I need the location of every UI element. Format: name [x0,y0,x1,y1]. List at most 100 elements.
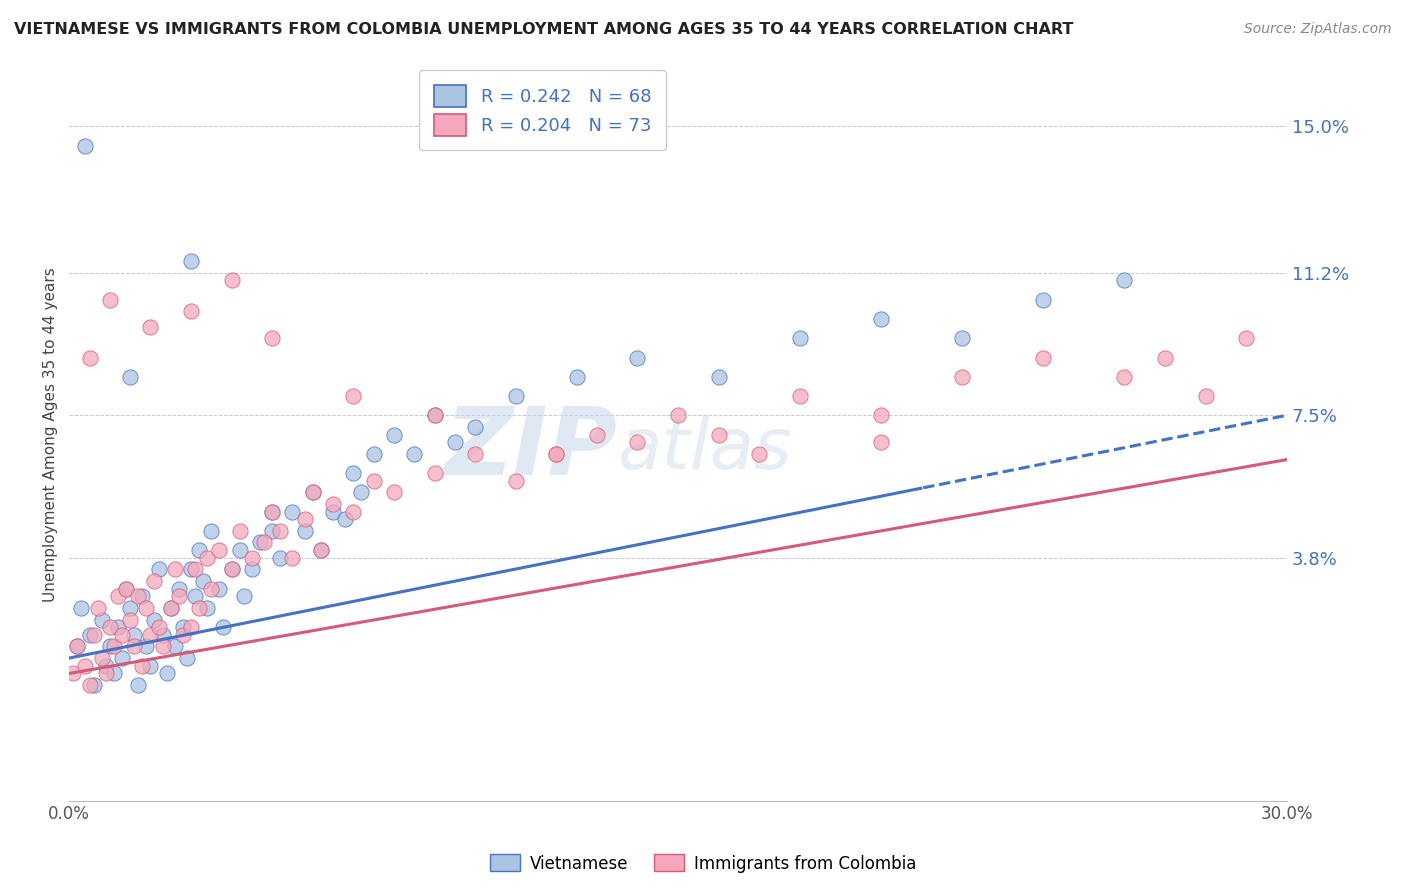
Point [382,427,405,442]
Point [309,543,332,558]
Point [115,582,138,596]
Point [870,435,893,450]
Point [228,524,250,538]
Legend: R = 0.242   N = 68, R = 0.204   N = 73: R = 0.242 N = 68, R = 0.204 N = 73 [419,70,665,151]
Point [62,666,84,681]
Point [167,582,190,596]
Point [70,601,93,615]
Point [363,447,385,461]
Y-axis label: Unemployment Among Ages 35 to 44 years: Unemployment Among Ages 35 to 44 years [44,268,58,602]
Point [322,505,344,519]
Point [505,474,527,488]
Point [423,409,446,423]
Point [281,550,304,565]
Point [262,331,284,345]
Text: VIETNAMESE VS IMMIGRANTS FROM COLOMBIA UNEMPLOYMENT AMONG AGES 35 TO 44 YEARS CO: VIETNAMESE VS IMMIGRANTS FROM COLOMBIA U… [14,22,1073,37]
Point [240,550,263,565]
Point [75,658,97,673]
Point [195,601,218,615]
Point [143,613,166,627]
Point [107,620,129,634]
Point [127,678,149,692]
Point [221,562,243,576]
Point [83,628,105,642]
Point [212,620,235,634]
Point [94,666,117,681]
Point [188,543,211,558]
Point [83,678,105,692]
Point [404,447,426,461]
Point [167,590,190,604]
Point [94,658,117,673]
Point [163,640,186,654]
Point [200,524,222,538]
Point [789,389,811,403]
Point [232,590,254,604]
Point [342,389,364,403]
Point [86,601,108,615]
Point [188,601,211,615]
Point [180,562,202,576]
Point [301,485,323,500]
Point [115,582,138,596]
Point [156,666,179,681]
Point [79,678,101,692]
Point [139,658,162,673]
Point [208,582,231,596]
Point [107,590,129,604]
Point [195,550,218,565]
Point [139,319,162,334]
Point [1032,351,1054,365]
Point [626,351,648,365]
Point [148,562,170,576]
Point [363,474,385,488]
Point [98,620,121,634]
Point [135,601,157,615]
Point [221,273,243,287]
Point [131,590,153,604]
Point [111,651,134,665]
Point [1114,369,1136,384]
Point [120,613,142,627]
Point [127,590,149,604]
Point [66,640,89,654]
Point [1234,331,1257,345]
Point [122,628,145,642]
Point [120,369,142,384]
Point [66,640,89,654]
Point [423,409,446,423]
Text: Source: ZipAtlas.com: Source: ZipAtlas.com [1244,22,1392,37]
Point [789,331,811,345]
Point [152,640,174,654]
Point [870,409,893,423]
Point [90,651,112,665]
Point [262,505,284,519]
Point [443,435,465,450]
Legend: Vietnamese, Immigrants from Colombia: Vietnamese, Immigrants from Colombia [484,847,922,880]
Point [159,601,181,615]
Point [253,535,276,549]
Point [79,628,101,642]
Point [193,574,215,588]
Point [98,293,121,307]
Point [565,369,588,384]
Point [626,435,648,450]
Point [163,562,186,576]
Point [143,574,166,588]
Point [180,304,202,318]
Point [249,535,271,549]
Point [208,543,231,558]
Text: atlas: atlas [617,415,792,483]
Point [184,562,207,576]
Point [1154,351,1177,365]
Text: ZIP: ZIP [444,403,617,495]
Point [382,485,405,500]
Point [75,138,97,153]
Point [707,369,730,384]
Point [546,447,568,461]
Point [98,640,121,654]
Point [870,312,893,326]
Point [122,640,145,654]
Point [172,628,194,642]
Point [111,628,134,642]
